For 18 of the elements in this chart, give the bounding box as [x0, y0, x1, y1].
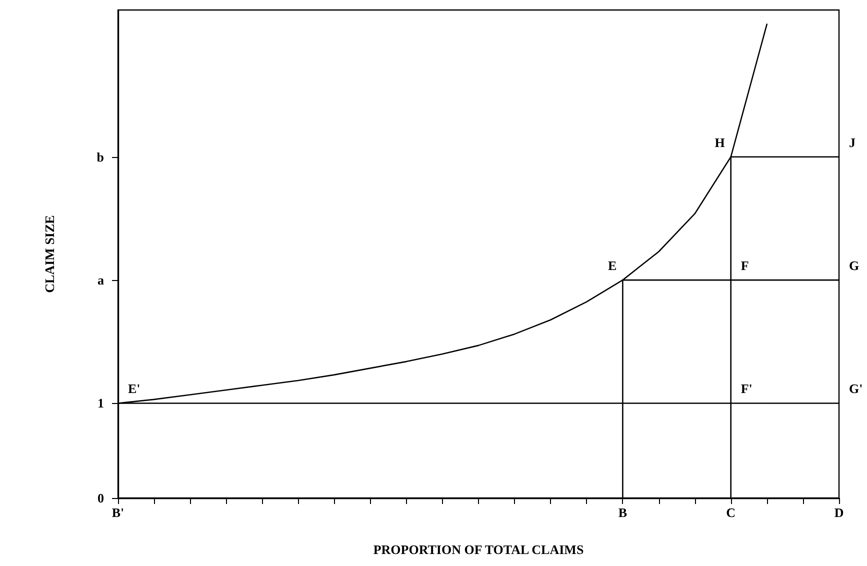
- annotation: E: [608, 258, 617, 274]
- y-tick-label: a: [98, 272, 104, 288]
- y-axis-title: CLAIM SIZE: [42, 215, 57, 293]
- y-tick-label: 0: [98, 490, 104, 506]
- annotation: E': [128, 381, 140, 396]
- annotation: G': [849, 381, 863, 396]
- x-axis-title: PROPORTION OF TOTAL CLAIMS: [373, 542, 584, 557]
- annotation: G: [849, 258, 860, 274]
- annotation: F': [740, 381, 752, 396]
- annotation: F: [740, 258, 749, 274]
- x-tick-label: B': [112, 505, 124, 520]
- x-tick-label: B: [618, 505, 628, 520]
- annotation: J: [849, 134, 856, 150]
- annotation: H: [714, 134, 725, 150]
- x-tick-label: D: [834, 505, 844, 520]
- x-tick-label: C: [726, 505, 736, 520]
- y-tick-label: 1: [98, 396, 104, 411]
- y-tick-label: b: [96, 149, 104, 164]
